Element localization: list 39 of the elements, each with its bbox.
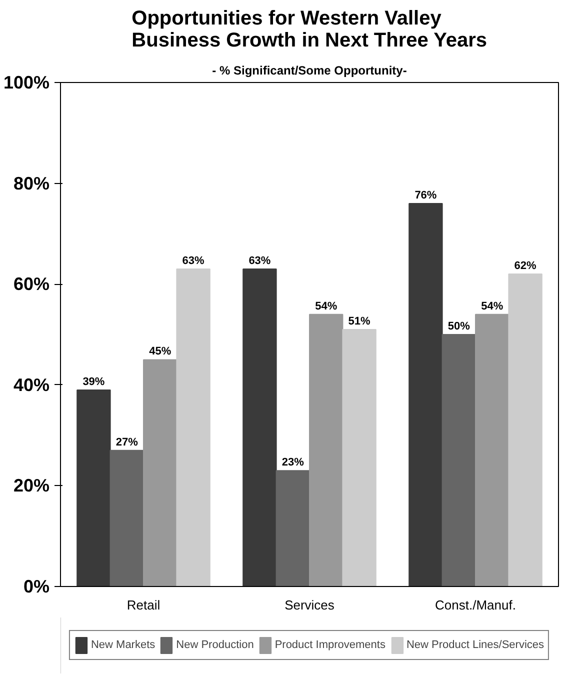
x-tick-label: Retail (126, 598, 160, 612)
y-tick-label: 20% (13, 476, 50, 496)
x-tick-label: Services (284, 598, 335, 612)
bar (110, 450, 144, 586)
x-tick-label: Const./Manuf. (435, 598, 516, 612)
y-tick-label: 0% (23, 576, 50, 596)
bar (508, 274, 542, 586)
data-label: 63% (182, 254, 205, 267)
bar (475, 314, 510, 586)
data-label: 76% (414, 189, 437, 202)
y-tick-label: 40% (13, 374, 50, 395)
data-label: 45% (149, 346, 172, 358)
data-label: 51% (348, 315, 371, 328)
bar (176, 268, 210, 586)
bar (276, 470, 310, 586)
bar (76, 389, 111, 586)
data-label: 63% (248, 254, 271, 267)
y-tick-label: 100% (3, 72, 50, 92)
data-label: 54% (481, 300, 504, 312)
bar (342, 328, 376, 586)
data-label: 54% (315, 300, 338, 312)
y-tick-label: 80% (13, 173, 50, 194)
legend-label: New Production (176, 639, 254, 651)
legend-label: New Product Lines/Services (406, 639, 544, 651)
data-label: 50% (448, 320, 470, 332)
legend-label: Product Improvements (274, 639, 386, 651)
legend-label: New Markets (90, 639, 156, 651)
bar (242, 268, 277, 586)
data-label: 62% (514, 260, 537, 272)
bar (408, 202, 443, 586)
bar (309, 314, 344, 586)
bar (442, 334, 476, 586)
chart-subtitle: - % Significant/Some Opportunity- (212, 64, 407, 78)
y-tick-label: 60% (13, 274, 50, 294)
data-label: 27% (116, 436, 138, 448)
data-label: 39% (82, 376, 105, 388)
chart-title: Opportunities for Western Valley Business Growth in Next Three Years (132, 8, 487, 52)
bar (143, 359, 178, 586)
data-label: 23% (282, 456, 304, 469)
